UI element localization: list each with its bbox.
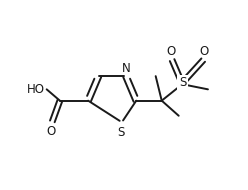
Text: O: O [200, 45, 209, 58]
Text: HO: HO [27, 83, 45, 96]
Text: N: N [122, 62, 131, 75]
Text: S: S [179, 76, 186, 89]
Text: S: S [118, 126, 125, 139]
Text: O: O [166, 45, 176, 58]
Text: O: O [47, 125, 56, 138]
